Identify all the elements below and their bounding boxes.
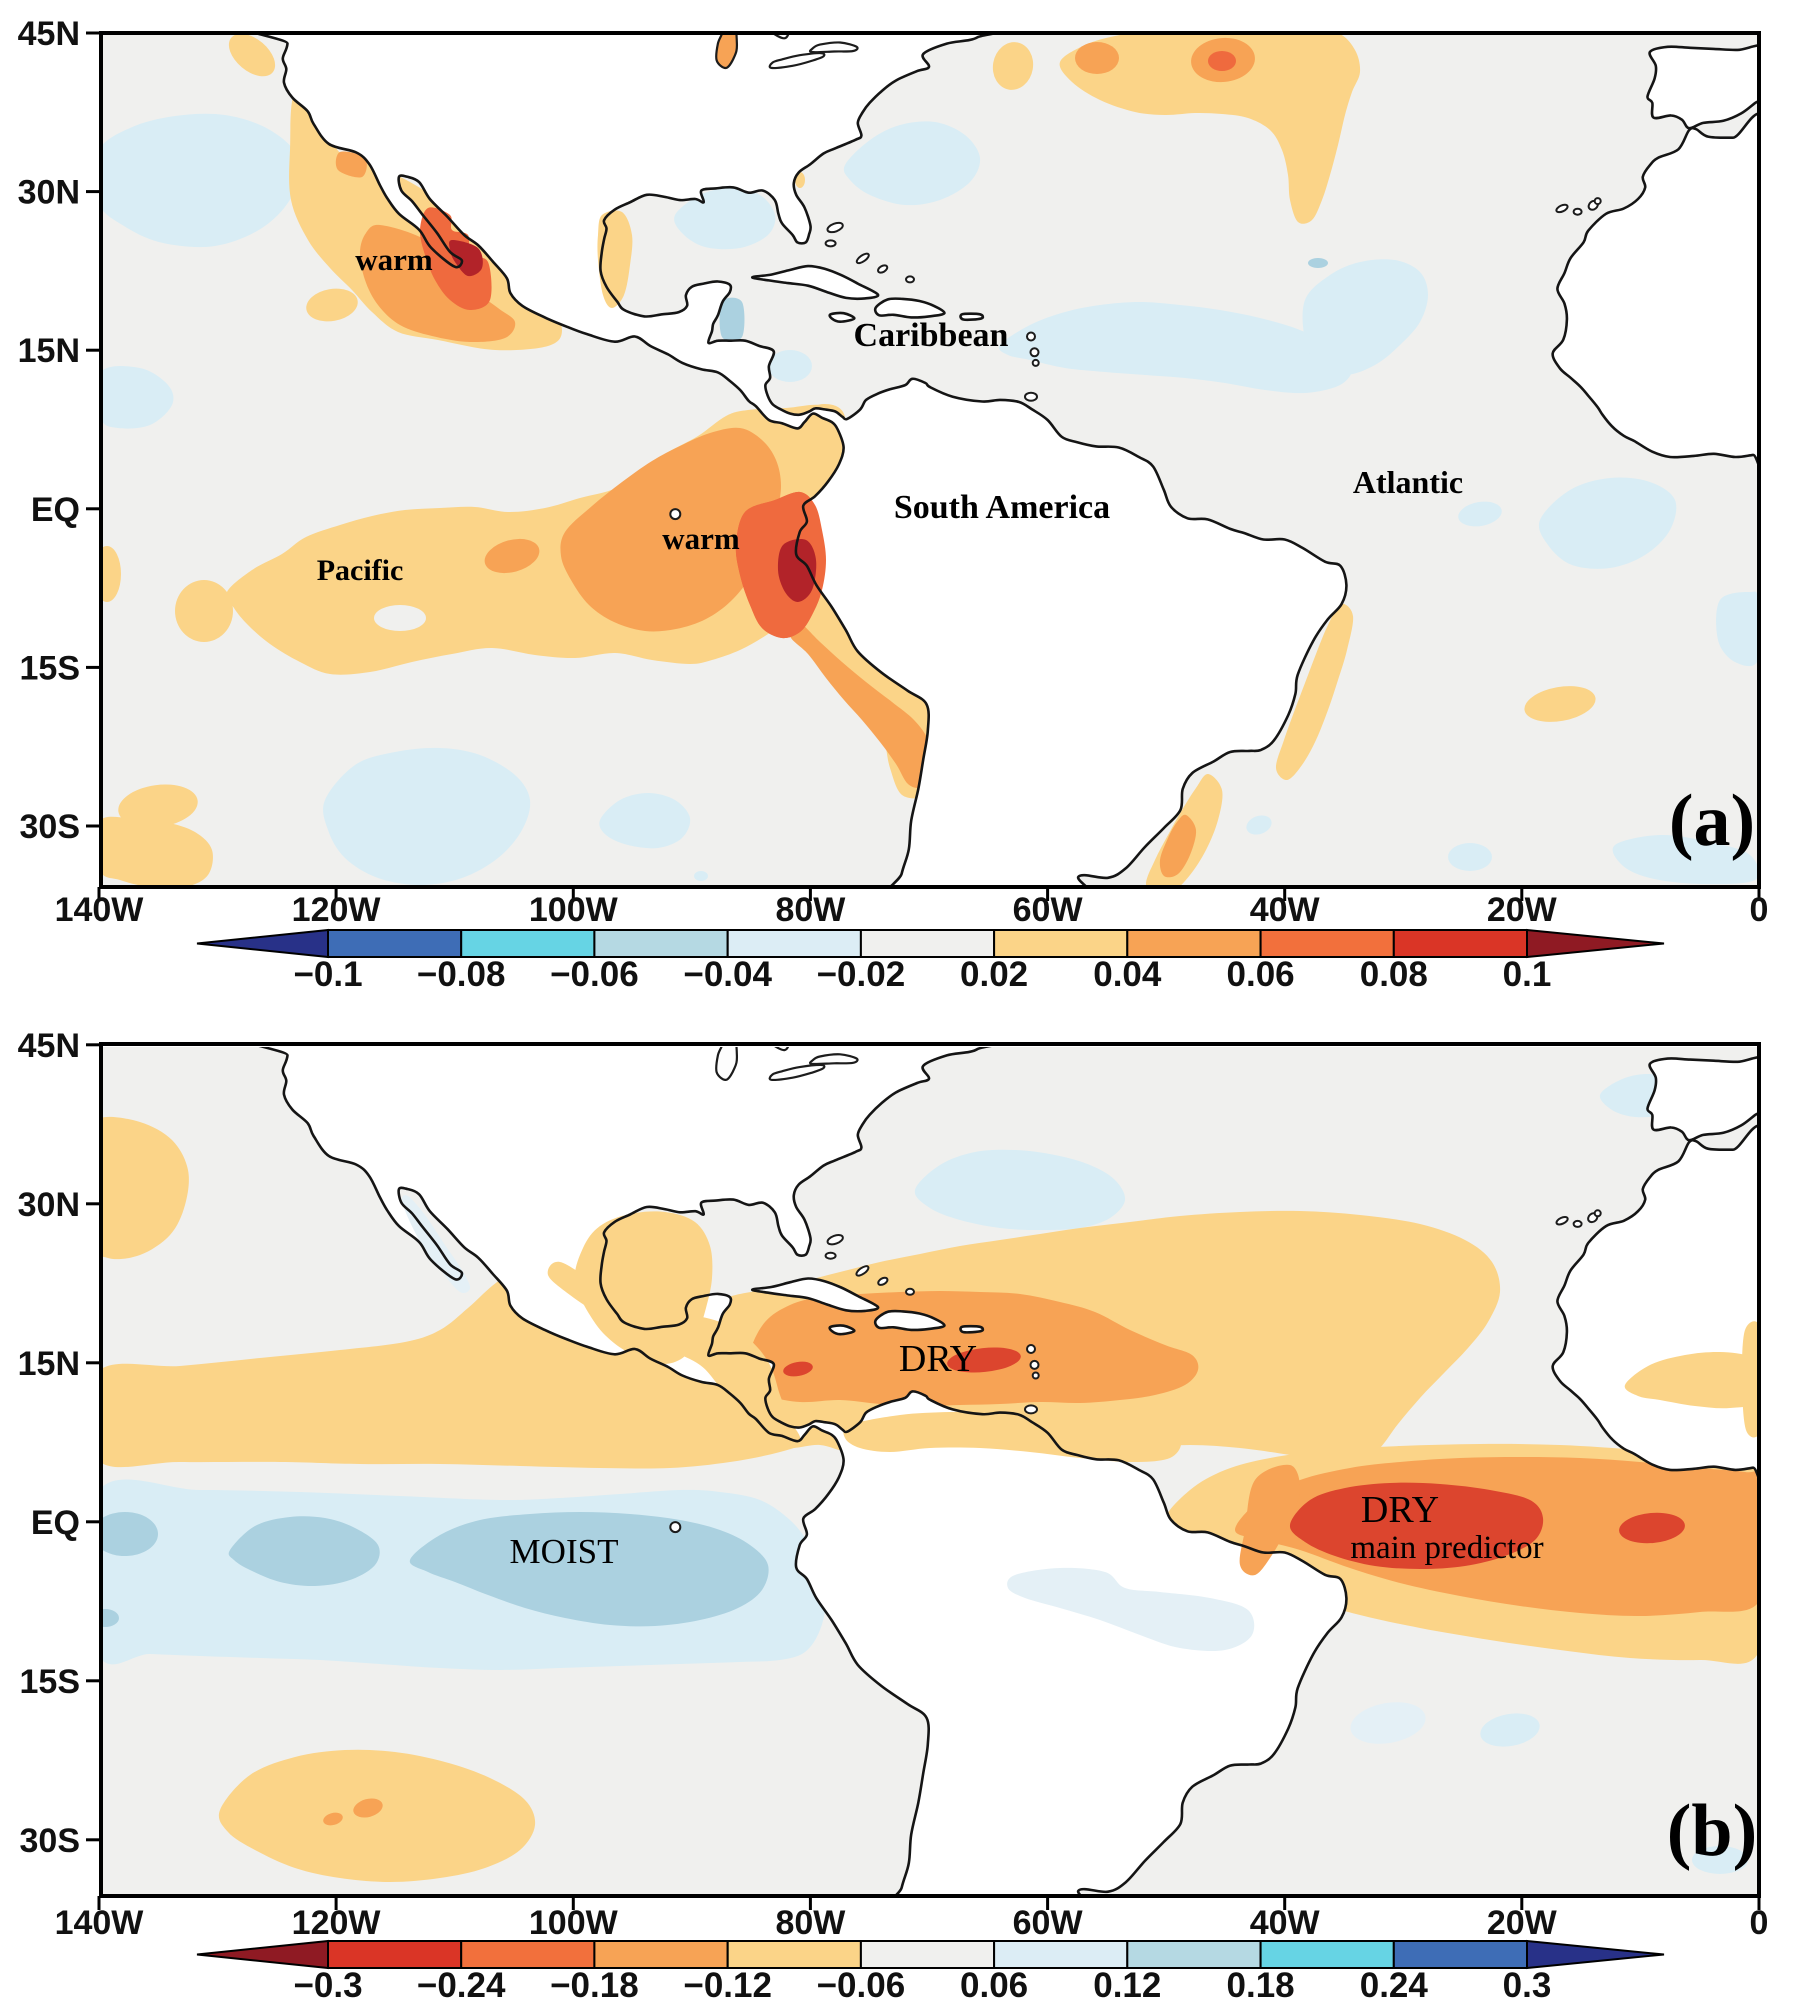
svg-text:Caribbean: Caribbean (854, 317, 1009, 354)
svg-text:main predictor: main predictor (1350, 1530, 1543, 1566)
svg-text:60W: 60W (1013, 891, 1084, 929)
svg-text:EQ: EQ (31, 1504, 80, 1542)
svg-text:40W: 40W (1250, 891, 1321, 929)
svg-text:45N: 45N (18, 1027, 80, 1065)
svg-text:0.02: 0.02 (960, 955, 1028, 994)
svg-text:100W: 100W (529, 891, 619, 929)
svg-text:−0.18: −0.18 (550, 1966, 639, 2005)
svg-text:0.3: 0.3 (1503, 1966, 1552, 2005)
svg-text:100W: 100W (529, 1904, 619, 1942)
svg-text:−0.1: −0.1 (293, 955, 362, 994)
svg-text:30N: 30N (18, 1186, 80, 1224)
svg-text:0.1: 0.1 (1503, 955, 1552, 994)
svg-text:warm: warm (355, 242, 433, 277)
svg-text:30S: 30S (20, 1822, 81, 1860)
svg-text:80W: 80W (775, 891, 846, 929)
svg-text:−0.06: −0.06 (550, 955, 639, 994)
svg-text:0.04: 0.04 (1093, 955, 1162, 994)
svg-text:15S: 15S (20, 1663, 81, 1701)
svg-text:80W: 80W (775, 1904, 846, 1942)
svg-text:0: 0 (1750, 891, 1769, 929)
svg-text:30N: 30N (18, 174, 80, 212)
svg-text:120W: 120W (292, 891, 382, 929)
svg-text:15S: 15S (20, 649, 81, 687)
svg-text:EQ: EQ (31, 491, 80, 529)
svg-text:−0.24: −0.24 (417, 1966, 506, 2005)
svg-text:60W: 60W (1013, 1904, 1084, 1942)
svg-text:20W: 20W (1487, 1904, 1558, 1942)
svg-text:15N: 15N (18, 1345, 80, 1383)
svg-text:0.24: 0.24 (1360, 1966, 1429, 2005)
svg-text:30S: 30S (20, 808, 81, 846)
svg-text:0.12: 0.12 (1093, 1966, 1161, 2005)
svg-text:0.18: 0.18 (1227, 1966, 1295, 2005)
svg-text:0.08: 0.08 (1360, 955, 1428, 994)
svg-text:(a): (a) (1669, 780, 1755, 862)
svg-text:Pacific: Pacific (317, 554, 404, 587)
svg-text:120W: 120W (292, 1904, 382, 1942)
svg-text:South America: South America (894, 489, 1110, 526)
svg-text:MOIST: MOIST (510, 1532, 619, 1571)
svg-text:−0.02: −0.02 (817, 955, 906, 994)
svg-text:−0.3: −0.3 (293, 1966, 362, 2005)
svg-text:(b): (b) (1667, 1790, 1757, 1872)
svg-text:140W: 140W (55, 1904, 145, 1942)
svg-text:0.06: 0.06 (960, 1966, 1028, 2005)
svg-text:20W: 20W (1487, 891, 1558, 929)
svg-text:−0.12: −0.12 (683, 1966, 772, 2005)
svg-text:15N: 15N (18, 332, 80, 370)
svg-text:45N: 45N (18, 15, 80, 53)
svg-text:DRY: DRY (1361, 1489, 1439, 1531)
svg-text:−0.04: −0.04 (683, 955, 772, 994)
svg-text:DRY: DRY (899, 1338, 977, 1380)
svg-text:−0.08: −0.08 (417, 955, 506, 994)
svg-text:0: 0 (1750, 1904, 1769, 1942)
svg-text:Atlantic: Atlantic (1353, 464, 1463, 500)
svg-text:140W: 140W (55, 891, 145, 929)
svg-text:40W: 40W (1250, 1904, 1321, 1942)
svg-text:warm: warm (662, 521, 740, 556)
svg-text:−0.06: −0.06 (817, 1966, 906, 2005)
svg-text:0.06: 0.06 (1227, 955, 1295, 994)
